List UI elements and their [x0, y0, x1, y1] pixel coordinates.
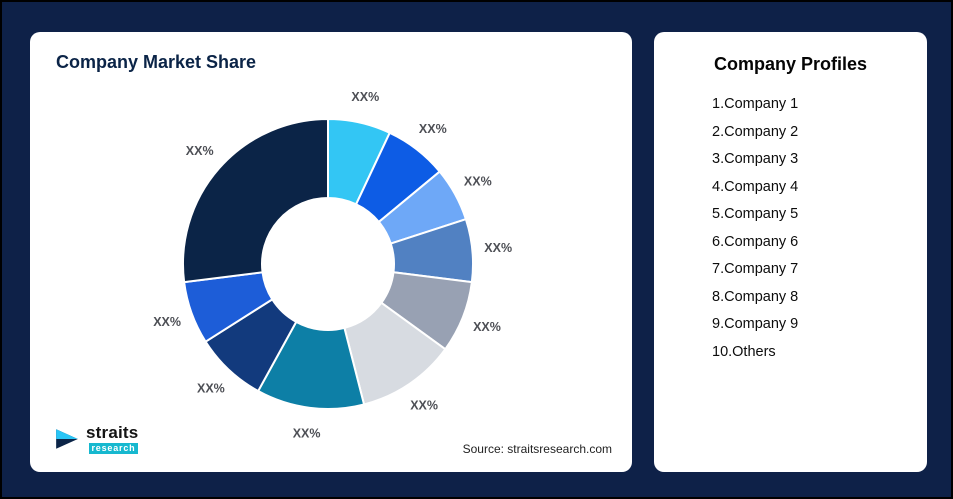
segment-label: XX%: [484, 241, 512, 255]
segment-label: XX%: [186, 144, 214, 158]
segment-label: XX%: [197, 382, 225, 396]
source-attribution: Source: straitsresearch.com: [462, 442, 612, 456]
straits-research-logo: straits research: [54, 423, 139, 454]
segment-label: XX%: [419, 122, 447, 136]
list-item: 6.Company 6: [712, 233, 799, 250]
list-item: 8.Company 8: [712, 288, 799, 305]
profiles-title: Company Profiles: [713, 54, 868, 74]
list-item: 9.Company 9: [712, 316, 799, 332]
list-item: 2.Company 2: [712, 123, 799, 140]
list-item: 4.Company 4: [712, 178, 799, 195]
segment-label: XX%: [153, 315, 181, 329]
market-share-card: Company Market Share XX% XX% XX% XX% XX% XX% X…: [30, 32, 632, 472]
market-share-donut-chart: XX% XX% XX% XX% XX% XX% XX% XX% XX% XX%: [153, 90, 512, 441]
chart-title: Company Market Share: [56, 52, 257, 72]
company-profiles-card: Company Profiles 1.Company 1 2.Company 2…: [654, 32, 927, 472]
list-item: 3.Company 3: [712, 151, 799, 167]
logo-name: straits: [86, 423, 139, 442]
donut-segment: [182, 118, 329, 284]
straits-logo-icon: [56, 429, 78, 449]
list-item: 5.Company 5: [712, 206, 799, 222]
segment-label: XX%: [293, 427, 321, 441]
segment-label: XX%: [410, 398, 438, 412]
list-item: 1.Company 1: [712, 96, 799, 112]
company-profiles-list: 1.Company 1 2.Company 2 3.Company 3 4.Co…: [654, 91, 927, 366]
segment-label: XX%: [473, 320, 501, 334]
logo-subtitle: research: [88, 443, 139, 454]
segment-label: XX%: [351, 90, 379, 104]
list-item: 7.Company 7: [712, 261, 799, 277]
segment-label: XX%: [464, 175, 492, 189]
list-item: 10.Others: [712, 343, 776, 360]
logo-text: straits research: [86, 423, 139, 454]
